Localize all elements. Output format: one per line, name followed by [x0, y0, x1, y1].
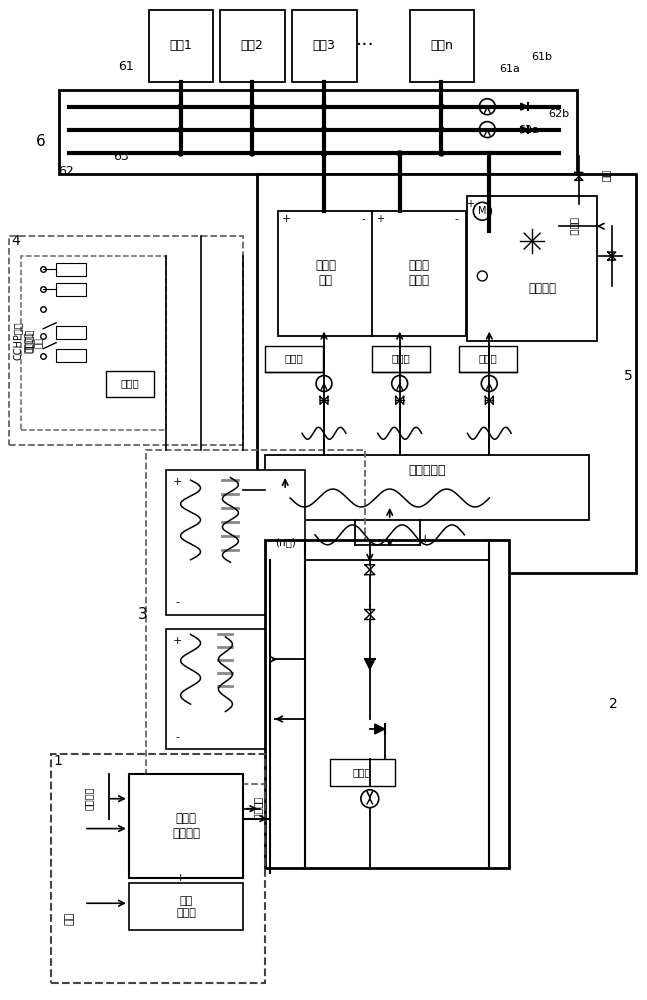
- Circle shape: [178, 127, 183, 132]
- Polygon shape: [521, 103, 527, 110]
- Text: 片山换热器: 片山换热器: [408, 464, 446, 477]
- Text: 用户2: 用户2: [241, 39, 264, 52]
- Bar: [56, 283, 86, 296]
- Text: -: -: [175, 732, 180, 742]
- Bar: [258, 174, 635, 573]
- Circle shape: [439, 104, 444, 109]
- Text: 高温烟气: 高温烟气: [84, 787, 94, 810]
- Text: +: +: [173, 477, 182, 487]
- Text: 继电器: 继电器: [120, 379, 139, 389]
- Text: 6: 6: [36, 134, 46, 149]
- Text: M: M: [478, 206, 487, 216]
- Text: 低温烟气: 低温烟气: [253, 797, 263, 820]
- Text: +−: +−: [176, 873, 195, 883]
- Bar: [278, 211, 373, 336]
- Bar: [292, 10, 357, 82]
- Circle shape: [322, 104, 327, 109]
- Bar: [9, 236, 243, 445]
- Text: 3: 3: [138, 607, 148, 622]
- Bar: [129, 774, 243, 878]
- Circle shape: [322, 151, 327, 156]
- Circle shape: [397, 151, 402, 156]
- Bar: [129, 883, 243, 930]
- Text: 变频器: 变频器: [353, 767, 372, 777]
- Text: 61a: 61a: [499, 64, 520, 74]
- Text: -: -: [353, 533, 357, 546]
- Text: -: -: [454, 214, 459, 224]
- Text: -: -: [175, 598, 180, 608]
- Bar: [372, 211, 466, 336]
- Text: 2: 2: [609, 697, 618, 711]
- Bar: [166, 629, 275, 749]
- Text: -: -: [361, 214, 364, 224]
- Text: +: +: [376, 214, 384, 224]
- Text: 61b: 61b: [532, 52, 553, 62]
- Bar: [21, 256, 166, 430]
- Circle shape: [439, 127, 444, 132]
- Bar: [372, 346, 430, 372]
- Text: 用户3: 用户3: [313, 39, 335, 52]
- Text: 62a: 62a: [519, 125, 540, 135]
- Polygon shape: [365, 659, 375, 669]
- Bar: [459, 346, 517, 372]
- Bar: [56, 263, 86, 276]
- Polygon shape: [375, 724, 385, 734]
- Circle shape: [178, 104, 183, 109]
- Bar: [106, 371, 154, 397]
- Bar: [265, 540, 509, 868]
- Text: 62b: 62b: [549, 109, 569, 119]
- Bar: [56, 326, 86, 339]
- Bar: [146, 450, 365, 784]
- Text: 自来水: 自来水: [569, 217, 579, 236]
- Bar: [59, 90, 577, 174]
- Bar: [265, 455, 589, 520]
- Text: ···: ···: [355, 36, 374, 55]
- Text: (n组): (n组): [275, 537, 296, 547]
- Bar: [51, 754, 265, 983]
- Text: 用拳n: 用拳n: [430, 39, 453, 52]
- Text: 5: 5: [624, 369, 633, 383]
- Text: 63: 63: [113, 150, 129, 163]
- Text: 补燃
控制器: 补燃 控制器: [176, 896, 196, 918]
- Bar: [265, 346, 323, 372]
- Circle shape: [322, 127, 327, 132]
- Text: +: +: [466, 199, 474, 209]
- Text: 61: 61: [118, 60, 134, 73]
- Text: 变频器: 变频器: [479, 354, 498, 364]
- Text: 62: 62: [58, 165, 74, 178]
- Text: CCHP元余
电量母线: CCHP元余 电量母线: [12, 321, 34, 360]
- Text: 吸收式
制冷机: 吸收式 制冷机: [409, 259, 430, 287]
- Text: 补燃式
余热锅炉: 补燃式 余热锅炉: [172, 812, 200, 840]
- Circle shape: [178, 151, 183, 156]
- Text: +: +: [173, 636, 182, 646]
- Bar: [221, 10, 285, 82]
- Text: 4: 4: [11, 234, 19, 248]
- Circle shape: [250, 127, 255, 132]
- Text: 变频器: 变频器: [285, 354, 303, 364]
- Text: 补燃: 补燃: [64, 912, 74, 925]
- Circle shape: [322, 151, 327, 156]
- Text: +: +: [419, 533, 430, 546]
- Text: 1: 1: [54, 754, 63, 768]
- Polygon shape: [521, 126, 527, 133]
- Bar: [330, 759, 395, 786]
- Circle shape: [250, 151, 255, 156]
- Bar: [166, 470, 305, 615]
- Text: 用户1: 用户1: [169, 39, 192, 52]
- Text: 吸收式
热泵: 吸收式 热泵: [315, 259, 336, 287]
- Text: 变频器: 变频器: [391, 354, 410, 364]
- Bar: [149, 10, 214, 82]
- Text: 保温水筱: 保温水筱: [528, 282, 556, 295]
- Bar: [56, 349, 86, 362]
- Bar: [467, 196, 597, 341]
- Circle shape: [250, 104, 255, 109]
- Circle shape: [439, 151, 444, 156]
- Text: 市电交流
母线: 市电交流 母线: [25, 332, 44, 353]
- Text: +: +: [281, 214, 291, 224]
- Text: 排污: 排污: [602, 170, 612, 183]
- Bar: [410, 10, 474, 82]
